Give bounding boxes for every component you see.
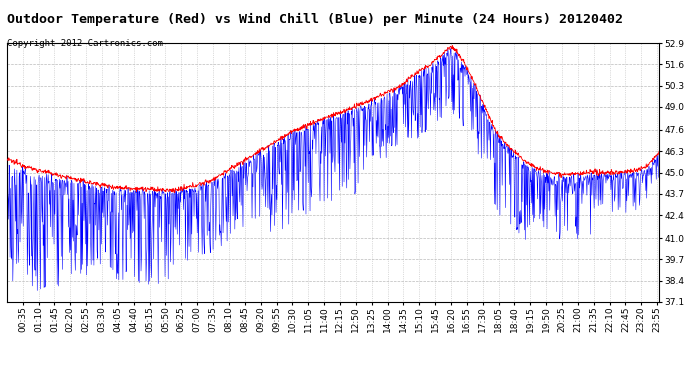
Text: Copyright 2012 Cartronics.com: Copyright 2012 Cartronics.com [7, 39, 163, 48]
Text: Outdoor Temperature (Red) vs Wind Chill (Blue) per Minute (24 Hours) 20120402: Outdoor Temperature (Red) vs Wind Chill … [7, 13, 623, 26]
